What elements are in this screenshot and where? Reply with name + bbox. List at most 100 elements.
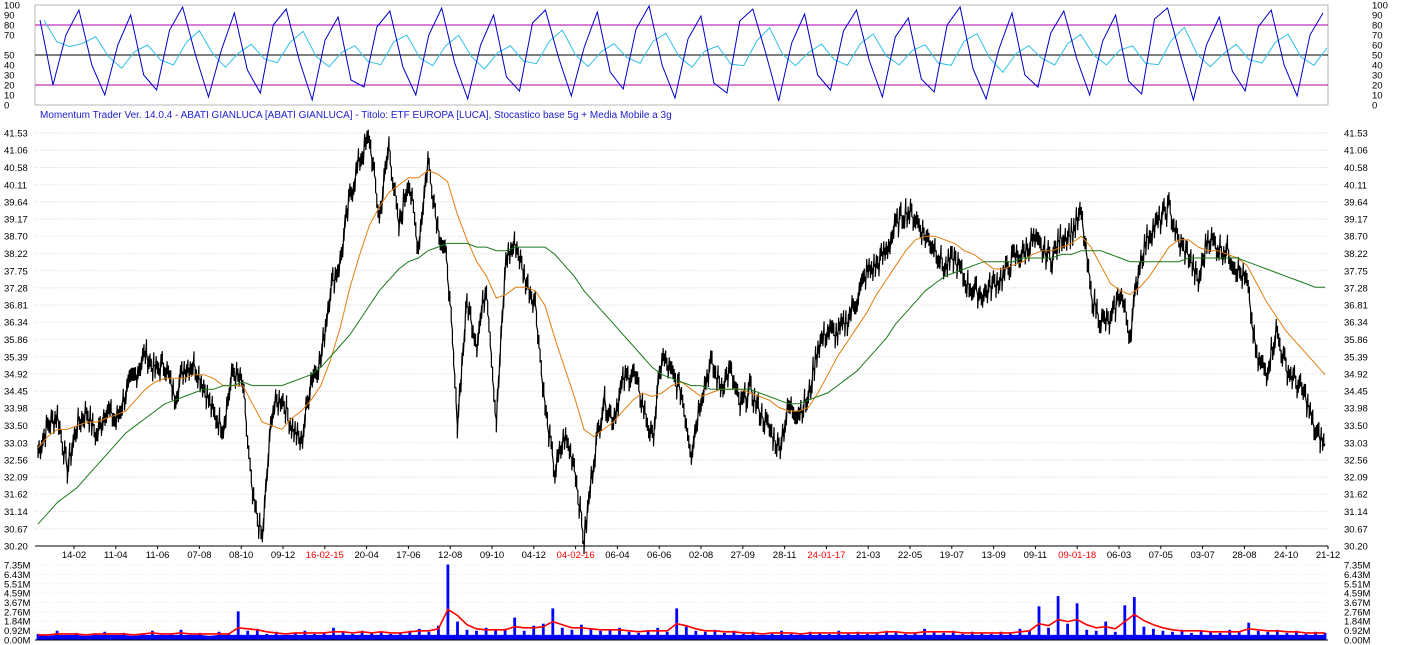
- volume-bar: [1295, 630, 1298, 640]
- volume-bar: [942, 632, 946, 640]
- volume-bar: [751, 631, 755, 640]
- volume-bar: [694, 630, 698, 640]
- volume-bar: [961, 633, 965, 640]
- volume-bar: [827, 633, 831, 640]
- price-tick-left: 31.14: [4, 507, 28, 518]
- stoch-tick-left: 70: [4, 31, 15, 42]
- volume-bar: [923, 628, 926, 640]
- volume-bar: [503, 628, 507, 640]
- volume-bar: [1047, 627, 1050, 640]
- x-tick-label: 16-02-15: [306, 550, 344, 561]
- stoch-tick-right: 80: [1372, 21, 1383, 32]
- price-tick-right: 30.67: [1344, 524, 1368, 535]
- volume-bar: [370, 632, 374, 640]
- volume-bar: [217, 631, 221, 640]
- volume-tick-right: 0.00M: [1344, 636, 1370, 645]
- volume-bar: [904, 633, 907, 640]
- volume-bar: [1256, 630, 1260, 640]
- price-tick-right: 38.70: [1344, 232, 1368, 243]
- volume-bar: [65, 634, 68, 640]
- price-tick-right: 33.03: [1344, 438, 1368, 449]
- volume-bar: [284, 634, 288, 640]
- volume-bar: [513, 617, 517, 640]
- volume-bar: [846, 632, 850, 640]
- volume-bar: [1304, 633, 1308, 640]
- volume-bar: [866, 633, 869, 640]
- volume-tick-right: 5.51M: [1344, 579, 1370, 590]
- stoch-tick-right: 100: [1372, 1, 1388, 12]
- stoch-tick-left: 90: [4, 11, 15, 22]
- volume-bar: [684, 626, 688, 640]
- volume-bar: [703, 631, 707, 640]
- stoch-d-line: [43, 19, 1328, 74]
- volume-bar: [1218, 632, 1222, 640]
- x-tick-label: 07-05: [1149, 550, 1173, 561]
- x-tick-label: 03-07: [1190, 550, 1214, 561]
- price-tick-right: 34.92: [1344, 369, 1368, 380]
- x-tick-label: 09-10: [480, 550, 504, 561]
- volume-bar: [379, 631, 383, 640]
- volume-tick-right: 1.84M: [1344, 617, 1370, 628]
- volume-bar: [742, 633, 745, 640]
- x-tick-label: 17-06: [396, 550, 420, 561]
- volume-bar: [1018, 628, 1022, 640]
- price-tick-left: 33.03: [4, 438, 28, 449]
- volume-bar: [770, 632, 774, 640]
- price-tick-right: 32.09: [1344, 473, 1368, 484]
- volume-bar: [332, 627, 335, 640]
- volume-bar: [1152, 628, 1155, 640]
- price-tick-right: 32.56: [1344, 456, 1368, 467]
- volume-bar: [494, 629, 497, 640]
- stoch-tick-left: 10: [4, 91, 15, 102]
- stoch-tick-left: 40: [4, 61, 15, 72]
- volume-bar: [475, 630, 478, 640]
- stoch-tick-right: 90: [1372, 11, 1383, 22]
- price-tick-left: 30.20: [4, 542, 28, 553]
- volume-bar: [236, 611, 240, 640]
- x-tick-label: 13-09: [981, 550, 1005, 561]
- price-tick-right: 34.45: [1344, 387, 1368, 398]
- volume-bar: [179, 629, 183, 640]
- price-tick-left: 37.75: [4, 266, 28, 277]
- volume-bar: [580, 624, 583, 640]
- stoch-tick-right: 30: [1372, 71, 1383, 82]
- volume-bar: [532, 625, 536, 640]
- price-tick-right: 40.11: [1344, 180, 1367, 191]
- price-tick-right: 35.39: [1344, 352, 1368, 363]
- x-tick-label: 21-03: [856, 550, 880, 561]
- volume-bar: [389, 633, 393, 640]
- volume-bar: [999, 631, 1003, 640]
- volume-bar: [122, 632, 126, 640]
- stoch-tick-right: 20: [1372, 81, 1383, 92]
- volume-bar: [46, 635, 49, 640]
- volume-bar: [1237, 631, 1241, 640]
- volume-bar: [294, 632, 297, 640]
- volume-bar: [74, 632, 78, 640]
- x-tick-label: 09-12: [271, 550, 295, 561]
- volume-bar: [599, 630, 602, 640]
- volume-bar: [637, 632, 640, 640]
- x-tick-label: 11-04: [104, 550, 128, 561]
- x-tick-label: 12-08: [438, 550, 462, 561]
- volume-bar: [351, 633, 354, 640]
- volume-tick-right: 7.35M: [1344, 561, 1370, 572]
- volume-avg-line: [38, 608, 1325, 636]
- stoch-tick-left: 30: [4, 71, 15, 82]
- volume-bar: [1275, 629, 1279, 640]
- volume-tick-right: 6.43M: [1344, 570, 1370, 581]
- volume-tick-right: 3.67M: [1344, 598, 1370, 609]
- stoch-tick-left: 50: [4, 51, 15, 62]
- volume-bar: [856, 631, 860, 640]
- volume-bar: [989, 633, 993, 640]
- price-tick-right: 33.98: [1344, 404, 1368, 415]
- volume-bar: [265, 633, 269, 640]
- price-tick-right: 41.06: [1344, 146, 1368, 157]
- volume-bar: [465, 629, 469, 640]
- price-tick-left: 38.22: [4, 249, 28, 260]
- volume-bar: [665, 631, 669, 640]
- volume-tick-left: 5.51M: [4, 579, 30, 590]
- stoch-tick-right: 40: [1372, 61, 1383, 72]
- volume-bar: [93, 633, 97, 640]
- volume-tick-left: 4.59M: [4, 589, 30, 600]
- volume-bar: [541, 623, 545, 640]
